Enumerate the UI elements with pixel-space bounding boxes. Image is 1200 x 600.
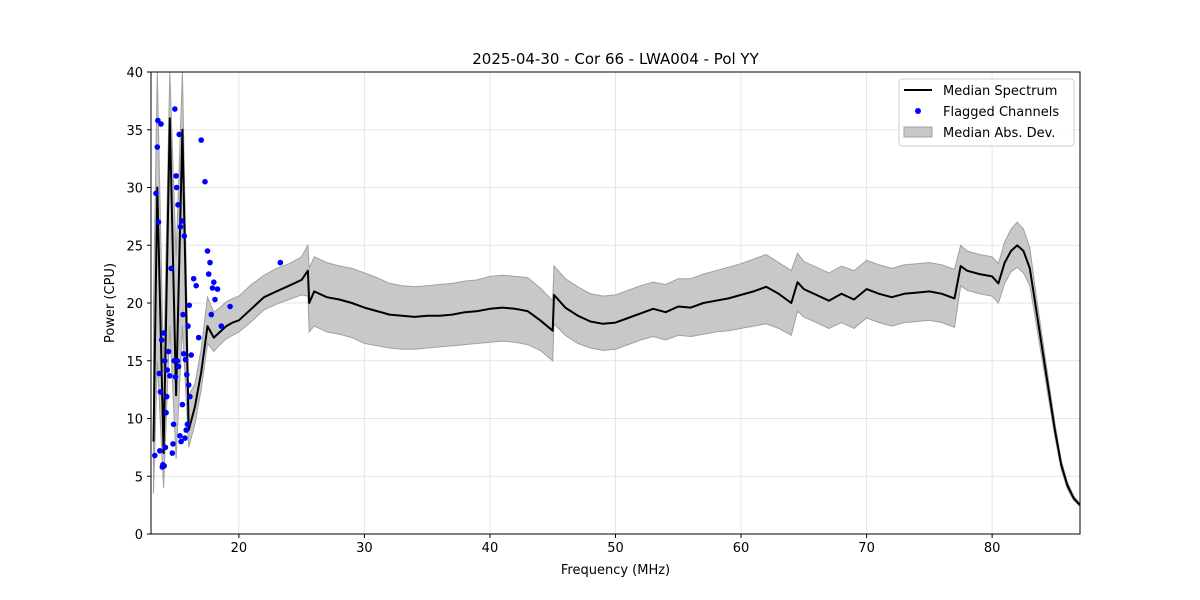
y-tick-label: 0 bbox=[135, 528, 143, 543]
flagged-channel-point bbox=[180, 311, 186, 318]
y-axis-label: Power (CPU) bbox=[103, 263, 118, 343]
flagged-channel-point bbox=[163, 409, 169, 416]
flagged-channel-point bbox=[214, 286, 221, 292]
flagged-channel-point bbox=[154, 144, 161, 150]
x-tick-label: 80 bbox=[984, 541, 1001, 556]
flagged-channel-point bbox=[185, 382, 192, 388]
flagged-channel-point bbox=[182, 435, 188, 441]
x-tick-label: 20 bbox=[231, 541, 248, 556]
flagged-channel-point bbox=[167, 373, 173, 379]
flagged-channel-point bbox=[152, 452, 158, 459]
flagged-channel-point bbox=[193, 282, 199, 289]
flagged-channel-point bbox=[207, 259, 213, 266]
x-tick-label: 40 bbox=[482, 541, 499, 556]
median-spectrum-layer bbox=[152, 117, 1080, 506]
flagged-channel-point bbox=[186, 302, 193, 309]
flagged-channels-layer bbox=[152, 106, 284, 470]
flagged-channel-point bbox=[184, 421, 191, 428]
flagged-channel-point bbox=[179, 218, 185, 224]
flagged-channel-point bbox=[182, 356, 189, 363]
y-tick-label: 40 bbox=[126, 66, 143, 81]
flagged-channel-point bbox=[176, 131, 182, 138]
flagged-channel-point bbox=[164, 367, 171, 373]
flagged-channel-point bbox=[170, 441, 176, 447]
x-tick-label: 60 bbox=[733, 541, 750, 556]
median-abs-dev-band bbox=[153, 72, 1080, 507]
flagged-channel-point bbox=[218, 323, 225, 329]
x-tick-label: 30 bbox=[356, 541, 373, 556]
flagged-channel-point bbox=[170, 421, 177, 428]
flagged-channel-point bbox=[204, 248, 211, 254]
flagged-channel-point bbox=[212, 296, 218, 303]
legend-mad-label: Median Abs. Dev. bbox=[943, 126, 1055, 141]
flagged-channel-point bbox=[195, 334, 202, 341]
flagged-channel-point bbox=[158, 121, 164, 127]
legend-box bbox=[898, 78, 1075, 147]
flagged-channel-point bbox=[163, 393, 170, 400]
flagged-channel-point bbox=[169, 450, 176, 456]
flagged-channel-point bbox=[181, 233, 188, 239]
x-tick-label: 50 bbox=[607, 541, 624, 556]
legend-flagged-label: Flagged Channels bbox=[943, 105, 1059, 120]
x-tick-label: 70 bbox=[858, 541, 875, 556]
flagged-channel-point bbox=[172, 106, 178, 112]
flagged-channel-point bbox=[157, 389, 164, 395]
flagged-channel-point bbox=[162, 444, 169, 451]
flagged-channel-point bbox=[156, 370, 162, 377]
flagged-channel-point bbox=[208, 311, 215, 318]
flagged-channel-point bbox=[177, 224, 184, 230]
flagged-channel-point bbox=[277, 259, 284, 266]
flagged-channel-point bbox=[173, 184, 180, 191]
flagged-channel-point bbox=[178, 438, 184, 445]
flagged-channel-point bbox=[168, 265, 174, 272]
y-tick-label: 15 bbox=[126, 355, 143, 370]
legend-flagged-swatch bbox=[915, 108, 921, 114]
y-tick-label: 20 bbox=[126, 297, 143, 312]
flagged-channel-point bbox=[209, 285, 216, 291]
flagged-channel-point bbox=[175, 202, 181, 208]
y-tick-label: 10 bbox=[126, 413, 143, 428]
flagged-channel-point bbox=[173, 173, 179, 179]
flagged-channel-point bbox=[161, 463, 167, 469]
x-axis-ticks: 20 30 40 50 60 70 80 bbox=[231, 534, 1001, 556]
flagged-channel-point bbox=[180, 351, 187, 357]
flagged-channel-point bbox=[177, 433, 183, 439]
flagged-channel-point bbox=[174, 358, 181, 364]
flagged-channel-point bbox=[153, 190, 159, 197]
y-tick-label: 5 bbox=[135, 470, 143, 485]
chart-title: 2025-04-30 - Cor 66 - LWA004 - Pol YY bbox=[472, 50, 759, 68]
flagged-channel-point bbox=[172, 374, 179, 380]
flagged-channel-point bbox=[157, 448, 163, 454]
flagged-channel-point bbox=[155, 219, 162, 225]
y-axis-ticks: 0 5 10 15 20 25 30 35 40 bbox=[126, 66, 151, 543]
legend-mad-swatch bbox=[903, 126, 933, 138]
x-axis-label: Frequency (MHz) bbox=[561, 563, 670, 578]
y-tick-label: 35 bbox=[126, 124, 143, 139]
flagged-channel-point bbox=[175, 363, 182, 370]
flagged-channel-point bbox=[227, 303, 233, 310]
median-spectrum-line bbox=[152, 117, 1080, 506]
flagged-channel-point bbox=[198, 137, 204, 143]
flagged-channel-point bbox=[162, 358, 168, 364]
flagged-channel-point bbox=[185, 323, 191, 329]
flagged-channel-point bbox=[158, 337, 165, 343]
median-abs-dev-area bbox=[153, 72, 1080, 507]
flagged-channel-point bbox=[187, 393, 193, 400]
flagged-channel-point bbox=[205, 271, 212, 277]
legend: Median Spectrum Flagged Channels Median … bbox=[898, 78, 1075, 147]
flagged-channel-point bbox=[183, 427, 189, 433]
flagged-channel-point bbox=[165, 348, 172, 355]
flagged-channel-point bbox=[179, 401, 186, 408]
y-tick-label: 25 bbox=[126, 239, 143, 254]
flagged-channel-point bbox=[202, 178, 208, 185]
y-tick-label: 30 bbox=[126, 182, 143, 197]
flagged-channel-point bbox=[211, 279, 217, 286]
legend-median-label: Median Spectrum bbox=[943, 84, 1057, 99]
flagged-channel-point bbox=[184, 371, 190, 378]
flagged-channel-point bbox=[160, 330, 167, 336]
flagged-channel-point bbox=[188, 352, 194, 358]
flagged-channel-point bbox=[190, 275, 197, 282]
